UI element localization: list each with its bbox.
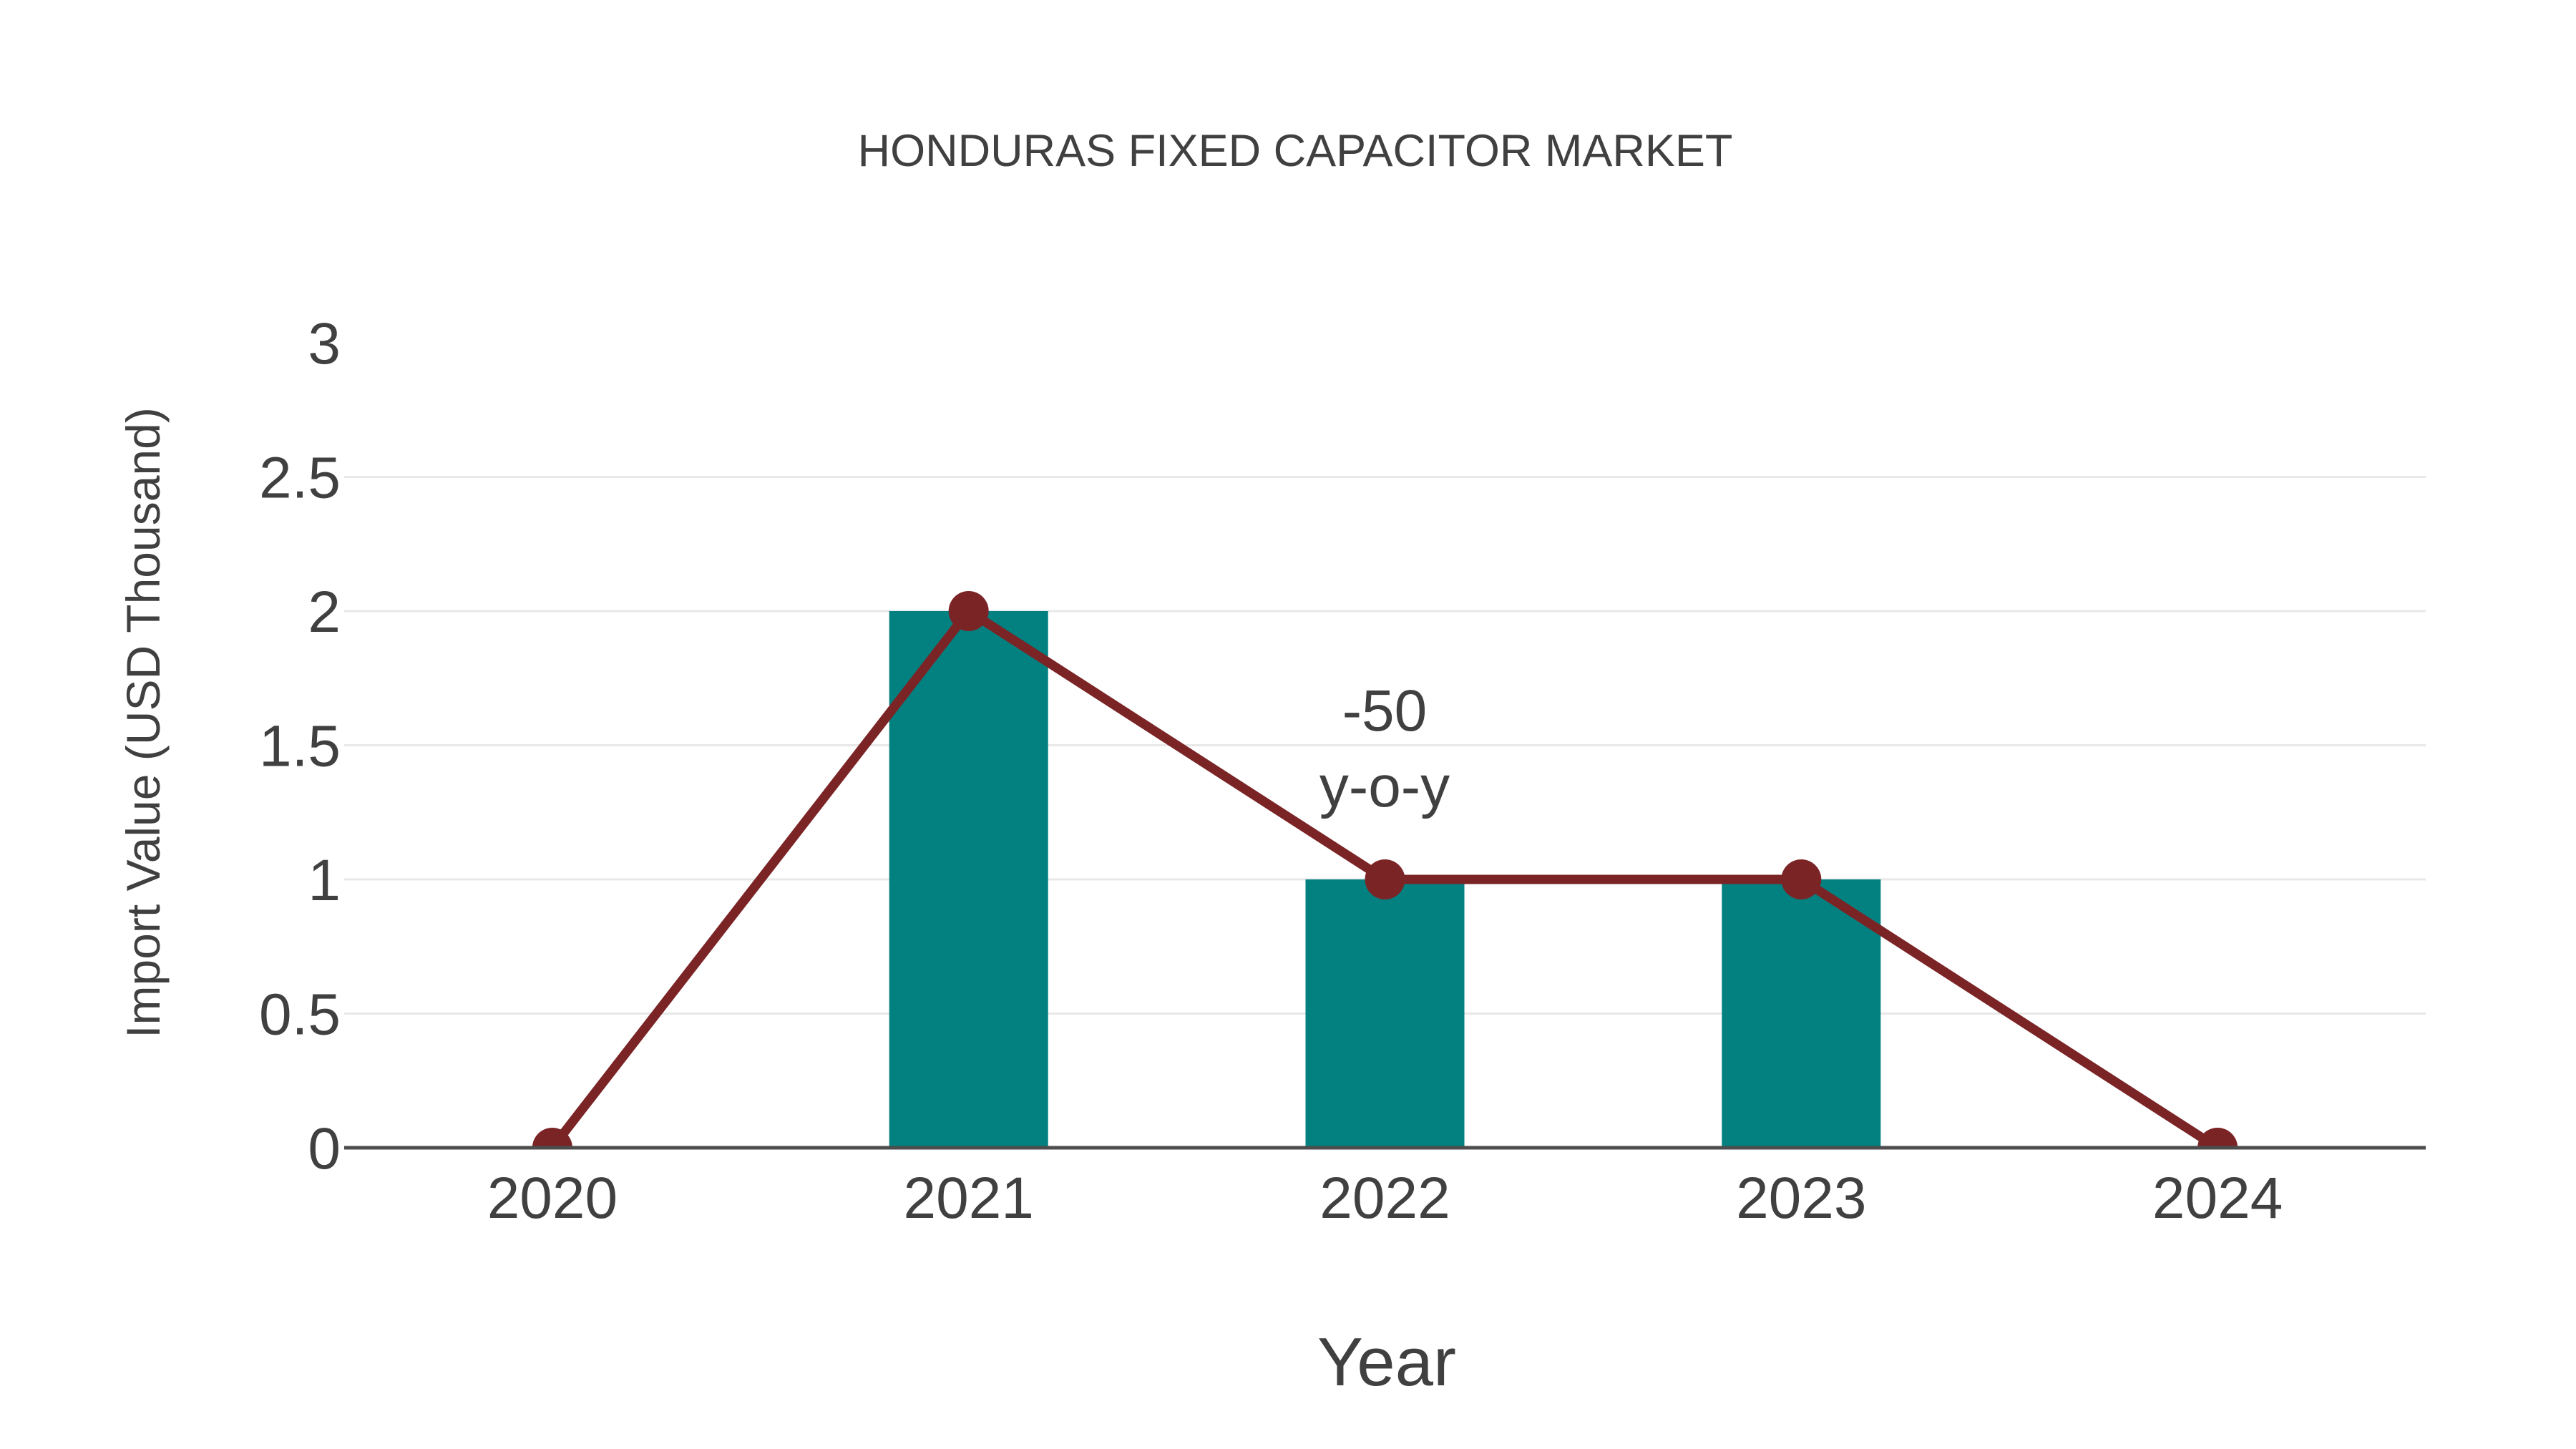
x-tick-label-2024: 2024 [2152, 1166, 2283, 1231]
data-point-marker-2024 [2197, 1128, 2238, 1148]
x-tick-label-2023: 2023 [1736, 1166, 1866, 1231]
x-tick-label-2021: 2021 [903, 1166, 1033, 1231]
y-tick-label-3: 3 [308, 311, 341, 376]
bar-2021 [889, 611, 1048, 1148]
data-point-marker-2023 [1781, 859, 1822, 899]
y-tick-label-1: 1 [308, 848, 341, 913]
annotation-yoy-value: -50 [1342, 678, 1428, 743]
y-tick-label-2: 2 [308, 580, 341, 645]
data-point-marker-2020 [532, 1128, 572, 1148]
chart-title: HONDURAS FIXED CAPACITOR MARKET [857, 126, 1733, 176]
data-point-marker-2022 [1365, 859, 1405, 899]
x-axis-title: Year [1317, 1324, 1456, 1400]
y-tick-label-2.5: 2.5 [259, 446, 341, 511]
bar-2023 [1722, 879, 1881, 1148]
y-tick-label-1.5: 1.5 [259, 714, 341, 779]
bar-2022 [1305, 879, 1465, 1148]
y-tick-label-0.5: 0.5 [259, 982, 341, 1048]
x-tick-label-2020: 2020 [487, 1166, 618, 1231]
annotation-yoy-label: y-o-y [1319, 754, 1450, 819]
data-point-marker-2021 [948, 591, 989, 631]
x-tick-label-2022: 2022 [1319, 1166, 1450, 1231]
y-tick-label-0: 0 [308, 1116, 341, 1181]
